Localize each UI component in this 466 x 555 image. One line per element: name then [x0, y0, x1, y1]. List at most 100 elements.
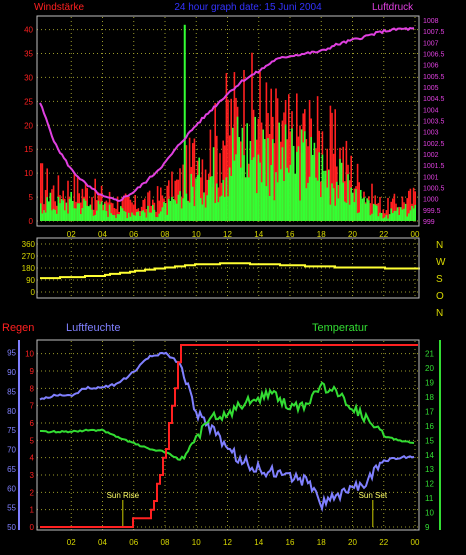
wind-gust-bar [283, 112, 285, 221]
wind-average-bar [353, 202, 356, 221]
rain-humidity-temperature-series [39, 344, 418, 528]
wind-average-bar [350, 187, 352, 221]
wind-gust-bar [329, 105, 332, 221]
wind-average-bar [411, 205, 413, 221]
wind-gust-bar [216, 135, 218, 221]
pressure-tick-label: 1008 [423, 18, 439, 25]
wind-x-tick-label: 22 [379, 230, 388, 239]
wind-average-bar [361, 198, 364, 221]
wind-average-bar [214, 203, 216, 221]
wind-average-bar [180, 208, 183, 221]
wind-gust-bar [299, 125, 301, 221]
wind-average-bar [108, 204, 111, 221]
wind-gust-bar [44, 189, 47, 221]
wind-gust-bar [409, 188, 412, 221]
wind-average-bar [246, 123, 248, 221]
temperature-y-tick-label: 14 [425, 451, 434, 460]
wind-average-bar [107, 216, 109, 221]
rain-y-tick-label: 7 [30, 402, 35, 411]
pressure-tick-label: 999.5 [423, 208, 441, 215]
wind-average-bar [248, 177, 250, 221]
pressure-tick-label: 1006 [423, 63, 439, 70]
wind-average-bar [377, 216, 380, 221]
wind-gust-bar [193, 138, 196, 221]
pressure-tick-label: 1001.5 [423, 163, 445, 170]
wind-average-bar [272, 139, 274, 221]
temperature-y-tick-label: 9 [425, 523, 430, 532]
humidity-y-tick-label: 70 [7, 446, 16, 455]
wind-average-bar [364, 203, 367, 221]
wind-average-bar [54, 210, 56, 221]
pressure-tick-label: 1004 [423, 107, 439, 114]
wind-average-bar [249, 141, 252, 221]
wind-average-bar [201, 204, 204, 221]
wind-average-bar [171, 196, 173, 221]
wind-average-bar [230, 176, 232, 221]
wind-gust-bar [112, 203, 114, 221]
wind-gust-bar [41, 163, 44, 221]
wind-average-bar [81, 208, 84, 221]
wind-average-bar [284, 124, 287, 221]
wind-average-bar [168, 198, 170, 221]
wind-average-bar [387, 218, 389, 221]
wind-gust-bar [392, 198, 394, 221]
wind-gust-bar [225, 73, 228, 221]
wind-gust-bar [334, 109, 336, 221]
wind-average-bar [316, 180, 319, 221]
wind-average-bar [104, 203, 106, 221]
wind-gust-bar [110, 202, 112, 221]
humidity-line [39, 351, 415, 513]
wind-average-bar [177, 194, 180, 221]
wind-average-bar [414, 204, 416, 221]
rain-y-tick-label: 8 [30, 384, 35, 393]
temperature-y-tick-label: 13 [425, 465, 434, 474]
wind-gust-bar [326, 148, 328, 221]
wind-average-bar [60, 198, 63, 221]
wind-average-bar [340, 162, 343, 221]
wind-average-bar [169, 200, 172, 221]
wind-average-bar [198, 157, 200, 221]
wind-average-bar [400, 207, 402, 221]
humidity-y-tick-label: 60 [7, 484, 16, 493]
wind-gust-bar [204, 169, 207, 221]
pressure-axis-label: Luftdruck [372, 2, 414, 13]
wind-average-bar [289, 164, 292, 221]
wind-average-bar [288, 172, 290, 221]
wind-average-bar [140, 211, 143, 221]
wind-gust-bar [214, 103, 216, 221]
wind-gust-bar [129, 199, 132, 221]
wind-average-bar [64, 210, 66, 221]
rain-x-tick-label: 00 [411, 538, 420, 547]
wind-gust-bar [243, 69, 245, 221]
wind-average-bar [43, 210, 45, 221]
wind-average-bar [44, 212, 47, 221]
wind-gust-bar [115, 208, 117, 221]
wind-gust-bar [377, 202, 380, 221]
wind-average-bar [305, 188, 308, 221]
rain-y-tick-label: 10 [25, 350, 34, 359]
wind-x-tick-label: 02 [67, 230, 76, 239]
wind-average-bar [196, 175, 199, 221]
chart-title: 24 hour graph date: 15 Juni 2004 [174, 2, 322, 13]
wind-average-bar [118, 214, 120, 221]
wind-gust-bar [356, 163, 359, 221]
rain-y-tick-label: 9 [30, 367, 35, 376]
wind-average-bar [148, 212, 151, 221]
sun-rise-label: Sun Rise [107, 491, 140, 500]
wind-y-tick-label: 40 [24, 26, 33, 35]
rain-y-tick-label: 5 [30, 436, 35, 445]
wind-x-tick-label: 18 [317, 230, 326, 239]
wind-gust-bar [233, 72, 236, 221]
wind-average-bar [294, 173, 296, 221]
wind-gust-bar [412, 187, 415, 221]
wind-gust-bar [344, 181, 346, 221]
wind-average-bar [404, 203, 407, 221]
wind-average-bar [116, 214, 119, 221]
wind-average-bar [286, 167, 288, 221]
wind-average-bar [384, 217, 386, 221]
wind-average-bar [204, 207, 207, 221]
compass-label: W [436, 257, 446, 268]
wind-average-bar [312, 154, 314, 221]
rain-x-tick-label: 06 [129, 538, 138, 547]
wind-average-bar [299, 200, 301, 221]
